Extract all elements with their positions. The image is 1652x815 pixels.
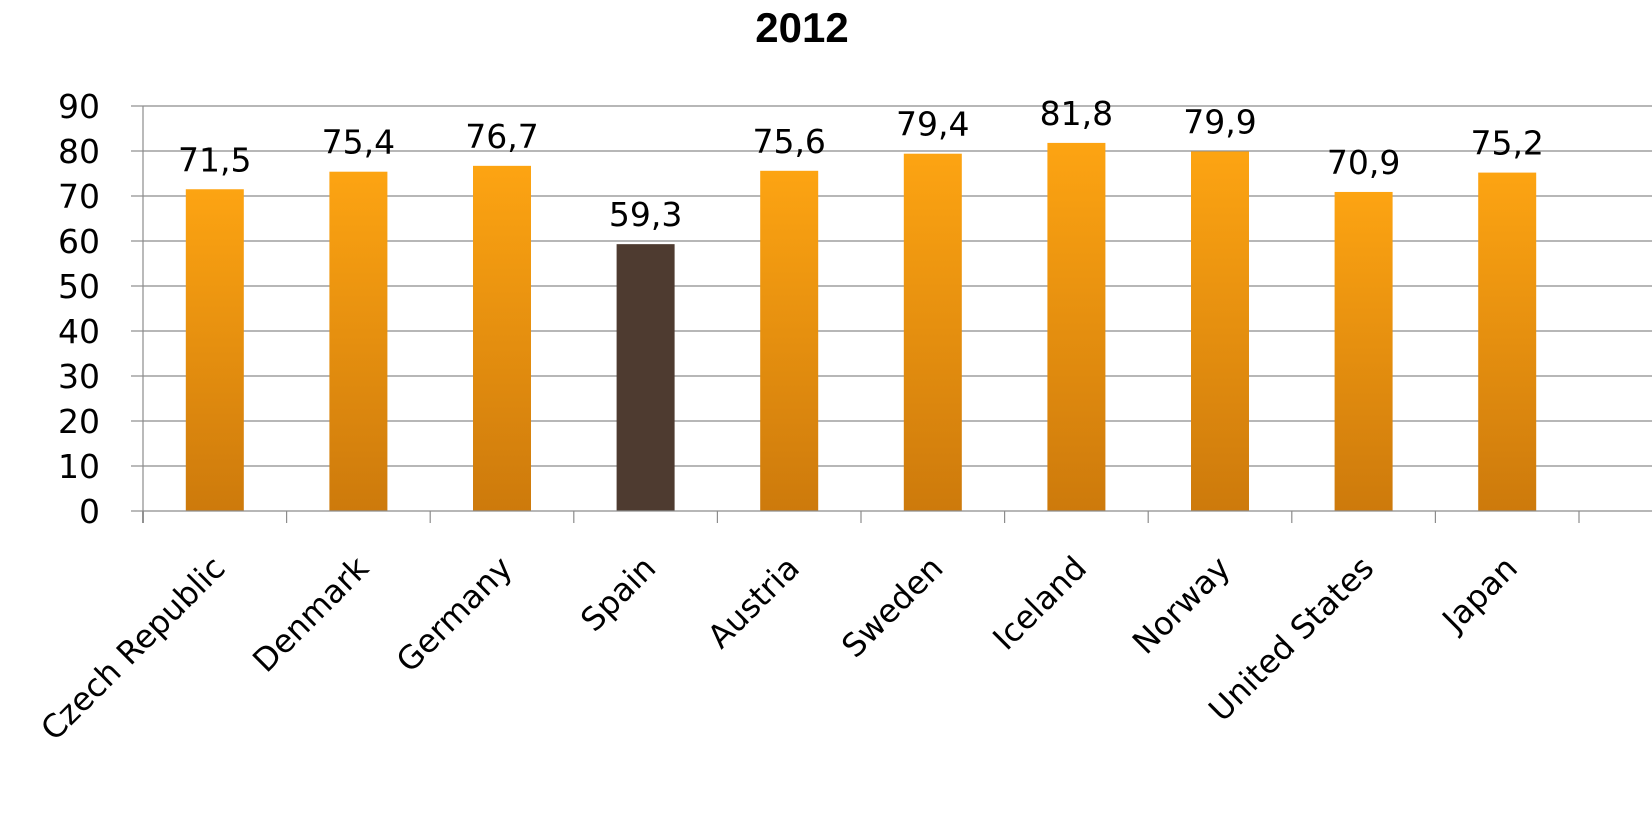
bar-iceland <box>1047 142 1106 511</box>
chart-title: 2012 <box>755 4 849 51</box>
x-category-label: Norway <box>1125 549 1238 662</box>
x-category-label: Japan <box>1433 549 1524 640</box>
data-label: 79,4 <box>896 105 969 144</box>
y-tick-label: 10 <box>58 447 100 486</box>
y-tick-label: 80 <box>58 132 100 171</box>
bar-denmark <box>329 171 388 511</box>
data-label: 59,3 <box>609 195 682 234</box>
data-label: 81,8 <box>1040 94 1113 133</box>
bar-czech-republic <box>185 189 244 511</box>
y-tick-label: 60 <box>58 222 100 261</box>
x-category-label: Sweden <box>834 549 950 665</box>
data-label: 75,6 <box>752 122 825 161</box>
y-tick-label: 0 <box>79 492 100 531</box>
x-category-label: Iceland <box>985 549 1094 658</box>
data-label: 79,9 <box>1183 102 1256 141</box>
x-category-label: Germany <box>389 549 520 680</box>
data-label: 75,2 <box>1470 124 1543 163</box>
y-tick-label: 40 <box>58 312 100 351</box>
bar-sweden <box>903 153 962 511</box>
data-label: 76,7 <box>465 117 538 156</box>
y-tick-label: 30 <box>58 357 100 396</box>
x-category-label: Austria <box>700 549 807 656</box>
bar-germany <box>473 165 531 511</box>
x-category-label: Czech Republic <box>33 549 232 748</box>
y-tick-label: 70 <box>58 177 100 216</box>
bar-norway <box>1191 151 1249 511</box>
bar-spain <box>616 244 675 511</box>
x-category-label: Denmark <box>245 548 376 679</box>
x-category-label: Spain <box>573 549 663 639</box>
bar-austria <box>760 170 819 512</box>
y-tick-label: 50 <box>58 267 100 306</box>
y-tick-label: 90 <box>58 87 100 126</box>
bar-united-states <box>1334 191 1393 511</box>
bar-japan <box>1478 172 1537 511</box>
data-label: 70,9 <box>1327 143 1400 182</box>
y-tick-label: 20 <box>58 402 100 441</box>
data-label: 75,4 <box>322 123 395 162</box>
data-label: 71,5 <box>178 140 251 179</box>
